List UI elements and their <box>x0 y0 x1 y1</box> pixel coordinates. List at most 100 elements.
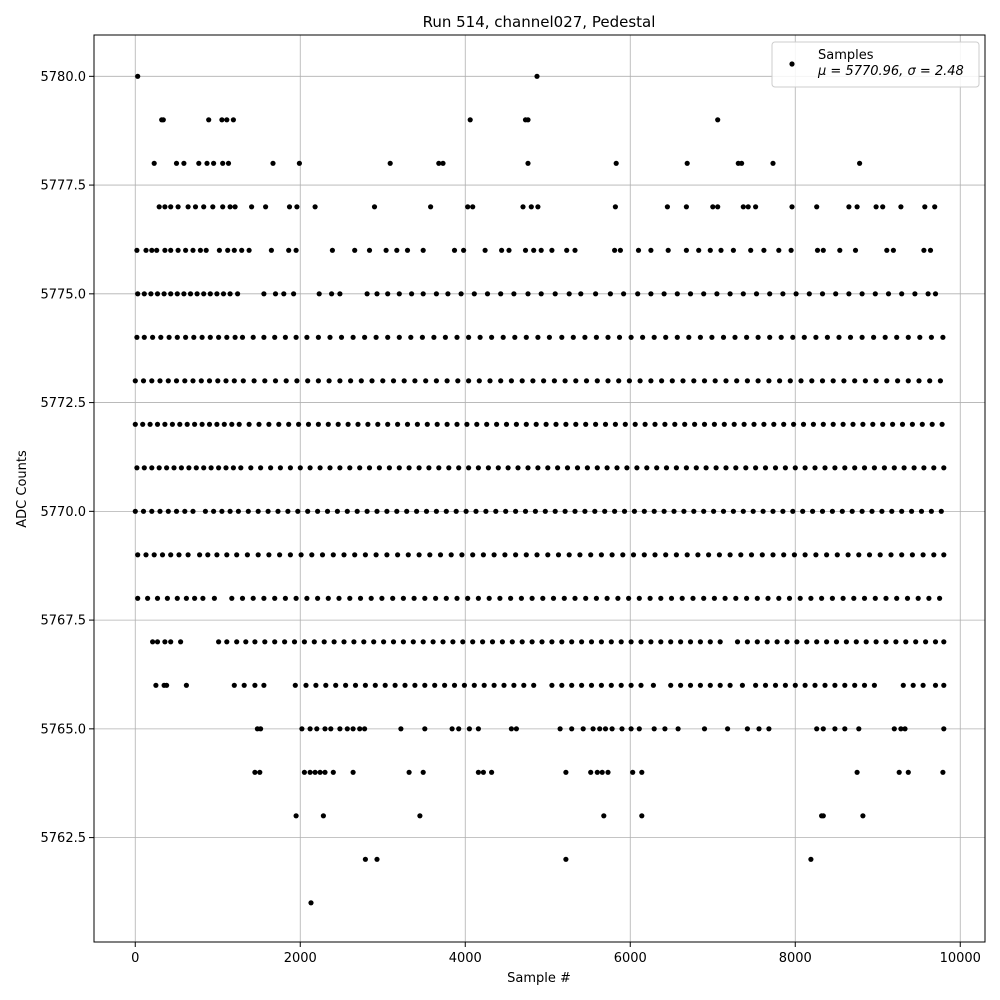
data-point <box>198 378 204 384</box>
data-point <box>529 639 535 645</box>
data-point <box>508 378 514 384</box>
data-point <box>759 552 765 558</box>
data-point <box>357 595 364 601</box>
data-point <box>941 682 947 688</box>
data-point <box>602 508 608 514</box>
data-point <box>451 682 458 688</box>
data-point <box>628 726 634 732</box>
data-point <box>559 334 565 340</box>
data-point <box>480 769 486 775</box>
data-point <box>730 247 737 253</box>
data-point <box>668 682 674 688</box>
data-point <box>663 552 669 558</box>
data-point <box>311 639 317 645</box>
data-point <box>717 639 723 645</box>
data-point <box>788 247 794 253</box>
data-point <box>322 769 328 775</box>
data-point <box>900 682 906 688</box>
data-point <box>604 595 610 601</box>
data-point <box>691 378 697 384</box>
data-point <box>919 421 925 427</box>
data-point <box>899 421 906 427</box>
data-point <box>315 595 321 601</box>
data-point <box>190 247 196 253</box>
data-point <box>772 682 779 688</box>
data-point <box>555 465 561 471</box>
data-point <box>193 465 199 471</box>
data-point <box>337 291 343 297</box>
data-point <box>208 465 214 471</box>
data-point <box>814 204 820 210</box>
data-point <box>503 508 509 514</box>
data-point <box>319 552 326 558</box>
data-point <box>915 595 921 601</box>
data-point <box>662 726 668 732</box>
data-point <box>132 421 138 427</box>
data-point <box>678 639 684 645</box>
data-point <box>917 334 923 340</box>
data-point <box>307 465 313 471</box>
data-point <box>748 552 755 558</box>
data-point <box>834 552 840 558</box>
data-point <box>211 160 217 166</box>
data-point <box>501 682 507 688</box>
data-point <box>764 639 770 645</box>
data-point <box>813 552 819 558</box>
data-point <box>458 291 464 297</box>
data-point <box>475 465 481 471</box>
data-point <box>221 421 227 427</box>
data-point <box>635 291 641 297</box>
data-point <box>511 291 517 297</box>
x-tick-label: 8000 <box>779 951 812 966</box>
data-point <box>550 595 557 601</box>
data-point <box>563 856 569 862</box>
data-point <box>733 465 739 471</box>
data-point <box>422 726 428 732</box>
data-point <box>150 334 156 340</box>
data-point <box>712 378 718 384</box>
data-point <box>450 639 456 645</box>
data-point <box>135 552 141 558</box>
data-point <box>744 378 751 384</box>
y-axis-ticks: 5762.5 5765.0 5767.5 5770.0 5772.5 5775.0 5777… <box>41 70 94 846</box>
data-point <box>455 378 461 384</box>
data-point <box>400 639 406 645</box>
legend-label: Samples <box>818 48 874 63</box>
data-point <box>525 465 531 471</box>
data-point <box>648 639 654 645</box>
data-point <box>609 726 615 732</box>
data-point <box>760 508 766 514</box>
data-point <box>651 334 657 340</box>
data-point <box>553 421 559 427</box>
data-point <box>420 247 426 253</box>
data-point <box>477 334 483 340</box>
data-point <box>890 247 897 253</box>
data-point <box>599 769 605 775</box>
data-point <box>927 378 933 384</box>
data-point <box>824 639 830 645</box>
data-point <box>404 508 410 514</box>
data-point <box>707 682 713 688</box>
data-point <box>636 595 642 601</box>
legend-box <box>771 41 980 88</box>
data-point <box>648 291 654 297</box>
data-point <box>859 291 865 297</box>
data-point <box>453 508 459 514</box>
data-point <box>475 726 481 732</box>
data-point <box>573 378 579 384</box>
data-point <box>616 334 623 340</box>
data-point <box>852 682 858 688</box>
data-point <box>861 682 868 688</box>
data-point <box>579 639 585 645</box>
data-point <box>206 117 212 123</box>
data-point <box>351 639 357 645</box>
data-point <box>797 595 803 601</box>
data-point <box>481 682 487 688</box>
data-point <box>751 421 757 427</box>
data-point <box>149 465 155 471</box>
data-point <box>416 465 422 471</box>
data-point <box>731 421 737 427</box>
data-point <box>714 291 720 297</box>
data-point <box>931 552 937 558</box>
data-point <box>282 595 288 601</box>
